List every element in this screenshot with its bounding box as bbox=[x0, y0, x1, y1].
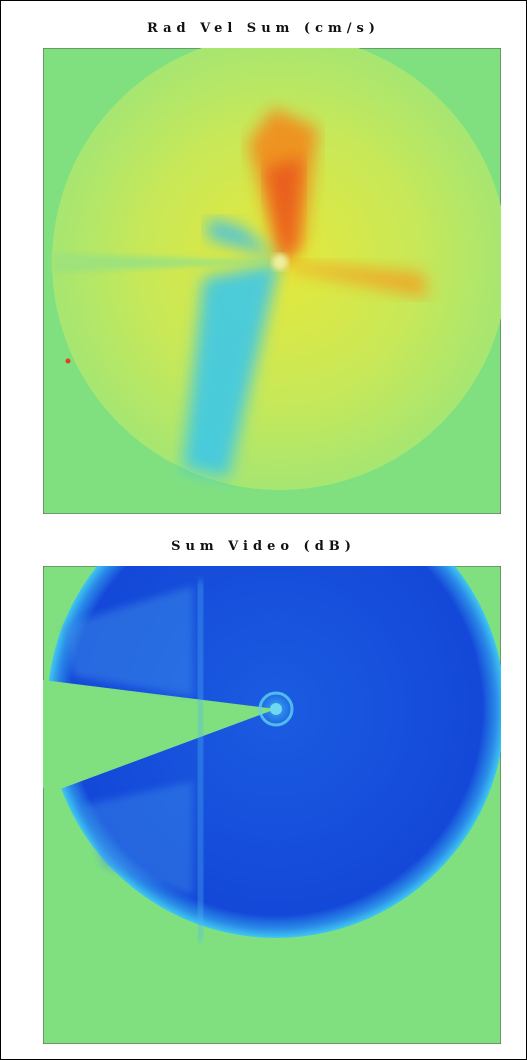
radial-velocity-image bbox=[43, 48, 501, 514]
panel-title: Rad Vel Sum (cm/s) bbox=[1, 21, 526, 36]
sum-video-image bbox=[43, 566, 501, 1044]
page: Rad Vel Sum (cm/s) Sum Video (dB) bbox=[0, 0, 527, 1060]
panel-title: Sum Video (dB) bbox=[1, 539, 526, 554]
